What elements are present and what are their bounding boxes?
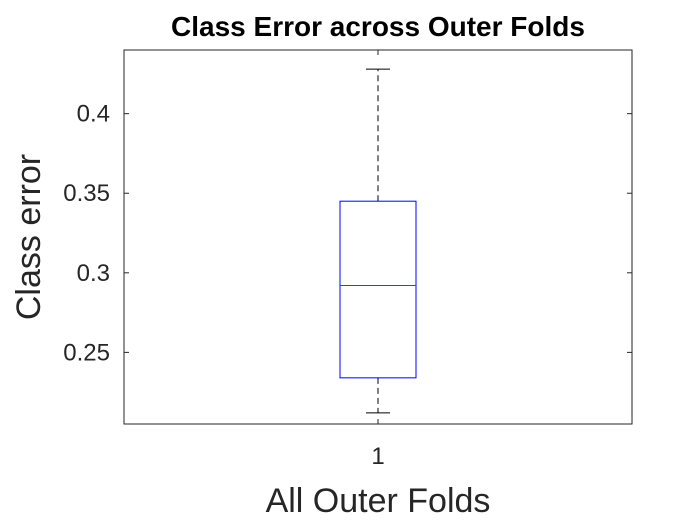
y-tick-label: 0.3 <box>77 260 110 287</box>
y-axis: 0.25 0.3 0.35 0.4 <box>63 101 632 366</box>
x-axis: 1 <box>371 50 385 470</box>
x-axis-label: All Outer Folds <box>266 482 491 520</box>
y-tick-label: 0.35 <box>63 180 110 207</box>
y-axis-label: Class error <box>10 154 48 320</box>
boxes <box>339 68 417 414</box>
box-iqr <box>339 200 417 379</box>
y-tick-label: 0.25 <box>63 339 110 366</box>
chart-title: Class Error across Outer Folds <box>171 11 585 42</box>
y-tick-label: 0.4 <box>77 101 110 128</box>
x-tick-label: 1 <box>371 443 384 470</box>
